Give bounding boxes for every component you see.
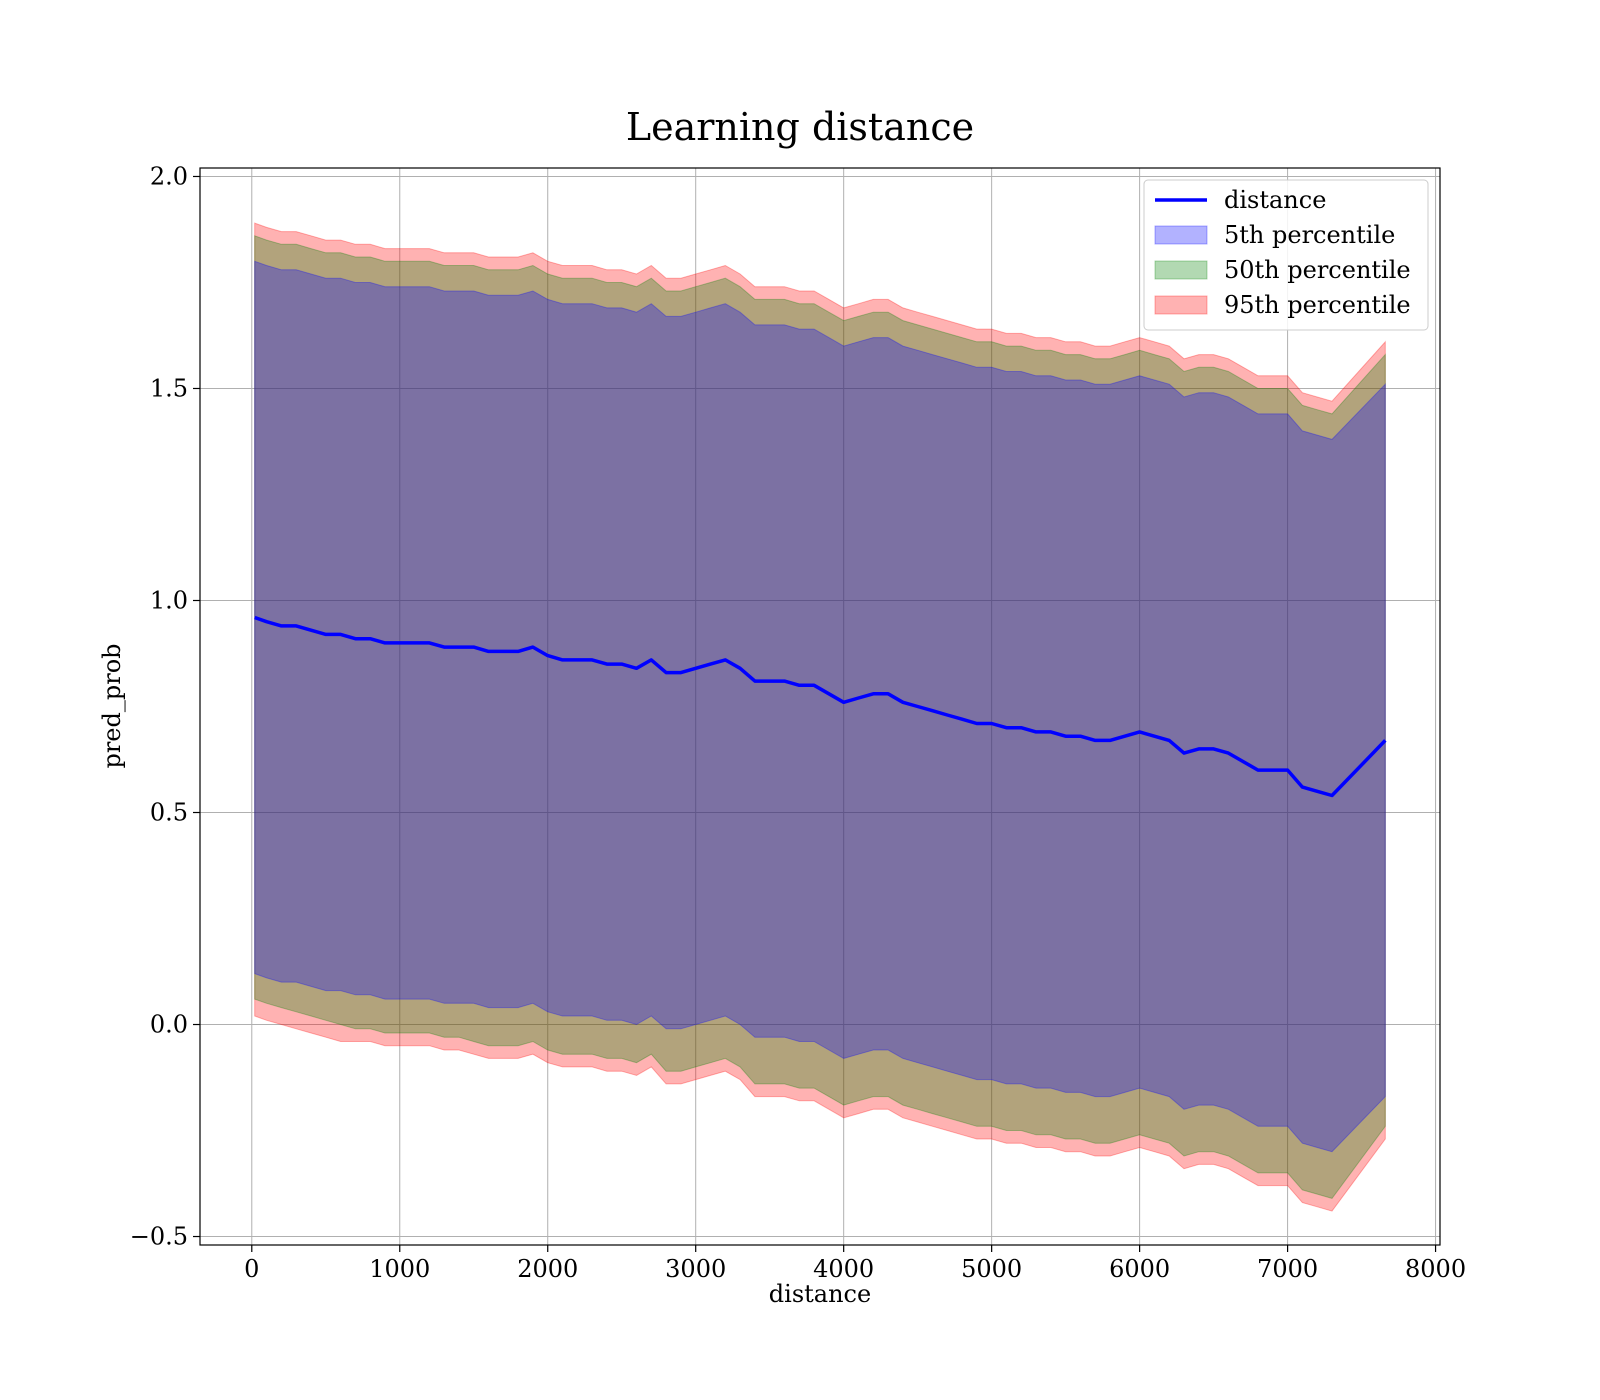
legend-label-p50: 50th percentile: [1224, 256, 1411, 284]
y-tick-label: −0.5: [130, 1223, 188, 1251]
band-5th-percentile: [254, 260, 1386, 1153]
x-axis-label: distance: [769, 1280, 871, 1308]
x-tick-label: 4000: [813, 1255, 874, 1283]
distance-line: [254, 615, 1387, 798]
legend-swatch-p5: [1154, 225, 1208, 245]
y-tick-label: 1.5: [150, 374, 188, 402]
x-tick-label: 7000: [1257, 1255, 1318, 1283]
band-50th-percentile: [254, 235, 1386, 1199]
x-axis-ticks: 0 1000 2000 3000 4000 5000 6000 7000 8000: [244, 1245, 1466, 1283]
chart-title: Learning distance: [626, 105, 974, 149]
legend-label-p95: 95th percentile: [1224, 291, 1411, 319]
x-tick-label: 3000: [665, 1255, 726, 1283]
plot-area: 0 1000 2000 3000 4000 5000 6000 7000 8000 −0.5 0.…: [130, 162, 1466, 1283]
x-tick-label: 5000: [961, 1255, 1022, 1283]
x-tick-label: 0: [244, 1255, 259, 1283]
x-tick-label: 2000: [517, 1255, 578, 1283]
axes-frame: [199, 167, 1441, 1246]
legend-swatch-p50: [1154, 260, 1208, 280]
x-tick-label: 1000: [369, 1255, 430, 1283]
x-tick-label: 8000: [1405, 1255, 1466, 1283]
legend-swatch-p95: [1154, 295, 1208, 315]
percentile-bands: [254, 222, 1386, 1212]
y-tick-label: 0.5: [150, 799, 188, 827]
band-95th-percentile: [254, 222, 1386, 1212]
distance-line-group: [254, 615, 1387, 798]
y-tick-label: 1.0: [150, 586, 188, 614]
y-axis-label: pred_prob: [98, 643, 126, 768]
legend-label-distance: distance: [1224, 186, 1326, 214]
legend-label-p5: 5th percentile: [1224, 221, 1395, 249]
gridlines: [200, 168, 1440, 1245]
legend-box: [1143, 179, 1429, 331]
y-tick-label: 2.0: [150, 162, 188, 190]
x-tick-label: 6000: [1109, 1255, 1170, 1283]
y-tick-label: 0.0: [150, 1011, 188, 1039]
legend: distance 5th percentile 50th percentile …: [1143, 179, 1429, 331]
y-axis-ticks: −0.5 0.0 0.5 1.0 1.5 2.0: [130, 162, 200, 1251]
